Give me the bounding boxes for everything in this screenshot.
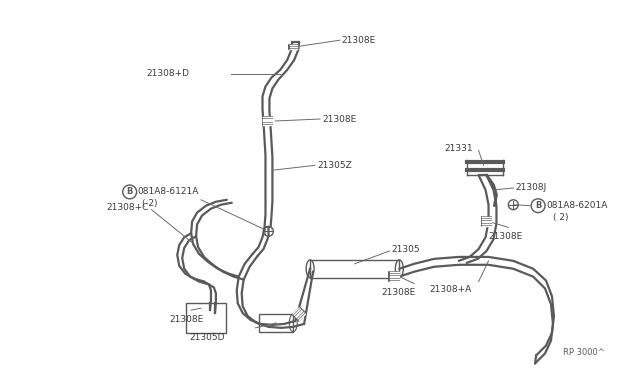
Text: 21331: 21331 [444, 144, 472, 153]
Text: 21308+A: 21308+A [429, 285, 471, 294]
Text: ( 2): ( 2) [553, 213, 568, 222]
Text: 21308E: 21308E [322, 115, 356, 124]
Text: 21305D: 21305D [189, 333, 225, 342]
Text: RP 3000^: RP 3000^ [563, 348, 605, 357]
Text: 21305: 21305 [392, 244, 420, 254]
Text: 21308+C: 21308+C [106, 203, 148, 212]
Bar [259, 314, 293, 332]
Bar [310, 260, 399, 278]
Text: 21305Z: 21305Z [317, 161, 352, 170]
Text: 21308J: 21308J [515, 183, 547, 192]
Text: 21308E: 21308E [488, 232, 523, 241]
Text: B: B [535, 201, 541, 210]
Text: 21308+D: 21308+D [147, 69, 189, 78]
Text: 21308E: 21308E [170, 315, 204, 324]
Bar [186, 303, 226, 333]
Text: 21308E: 21308E [381, 288, 416, 297]
Text: B: B [127, 187, 133, 196]
Text: 081A8-6201A: 081A8-6201A [546, 201, 607, 210]
Text: 21308E: 21308E [342, 36, 376, 45]
Text: 081A8-6121A: 081A8-6121A [138, 187, 199, 196]
Text: ( 2): ( 2) [141, 199, 157, 208]
